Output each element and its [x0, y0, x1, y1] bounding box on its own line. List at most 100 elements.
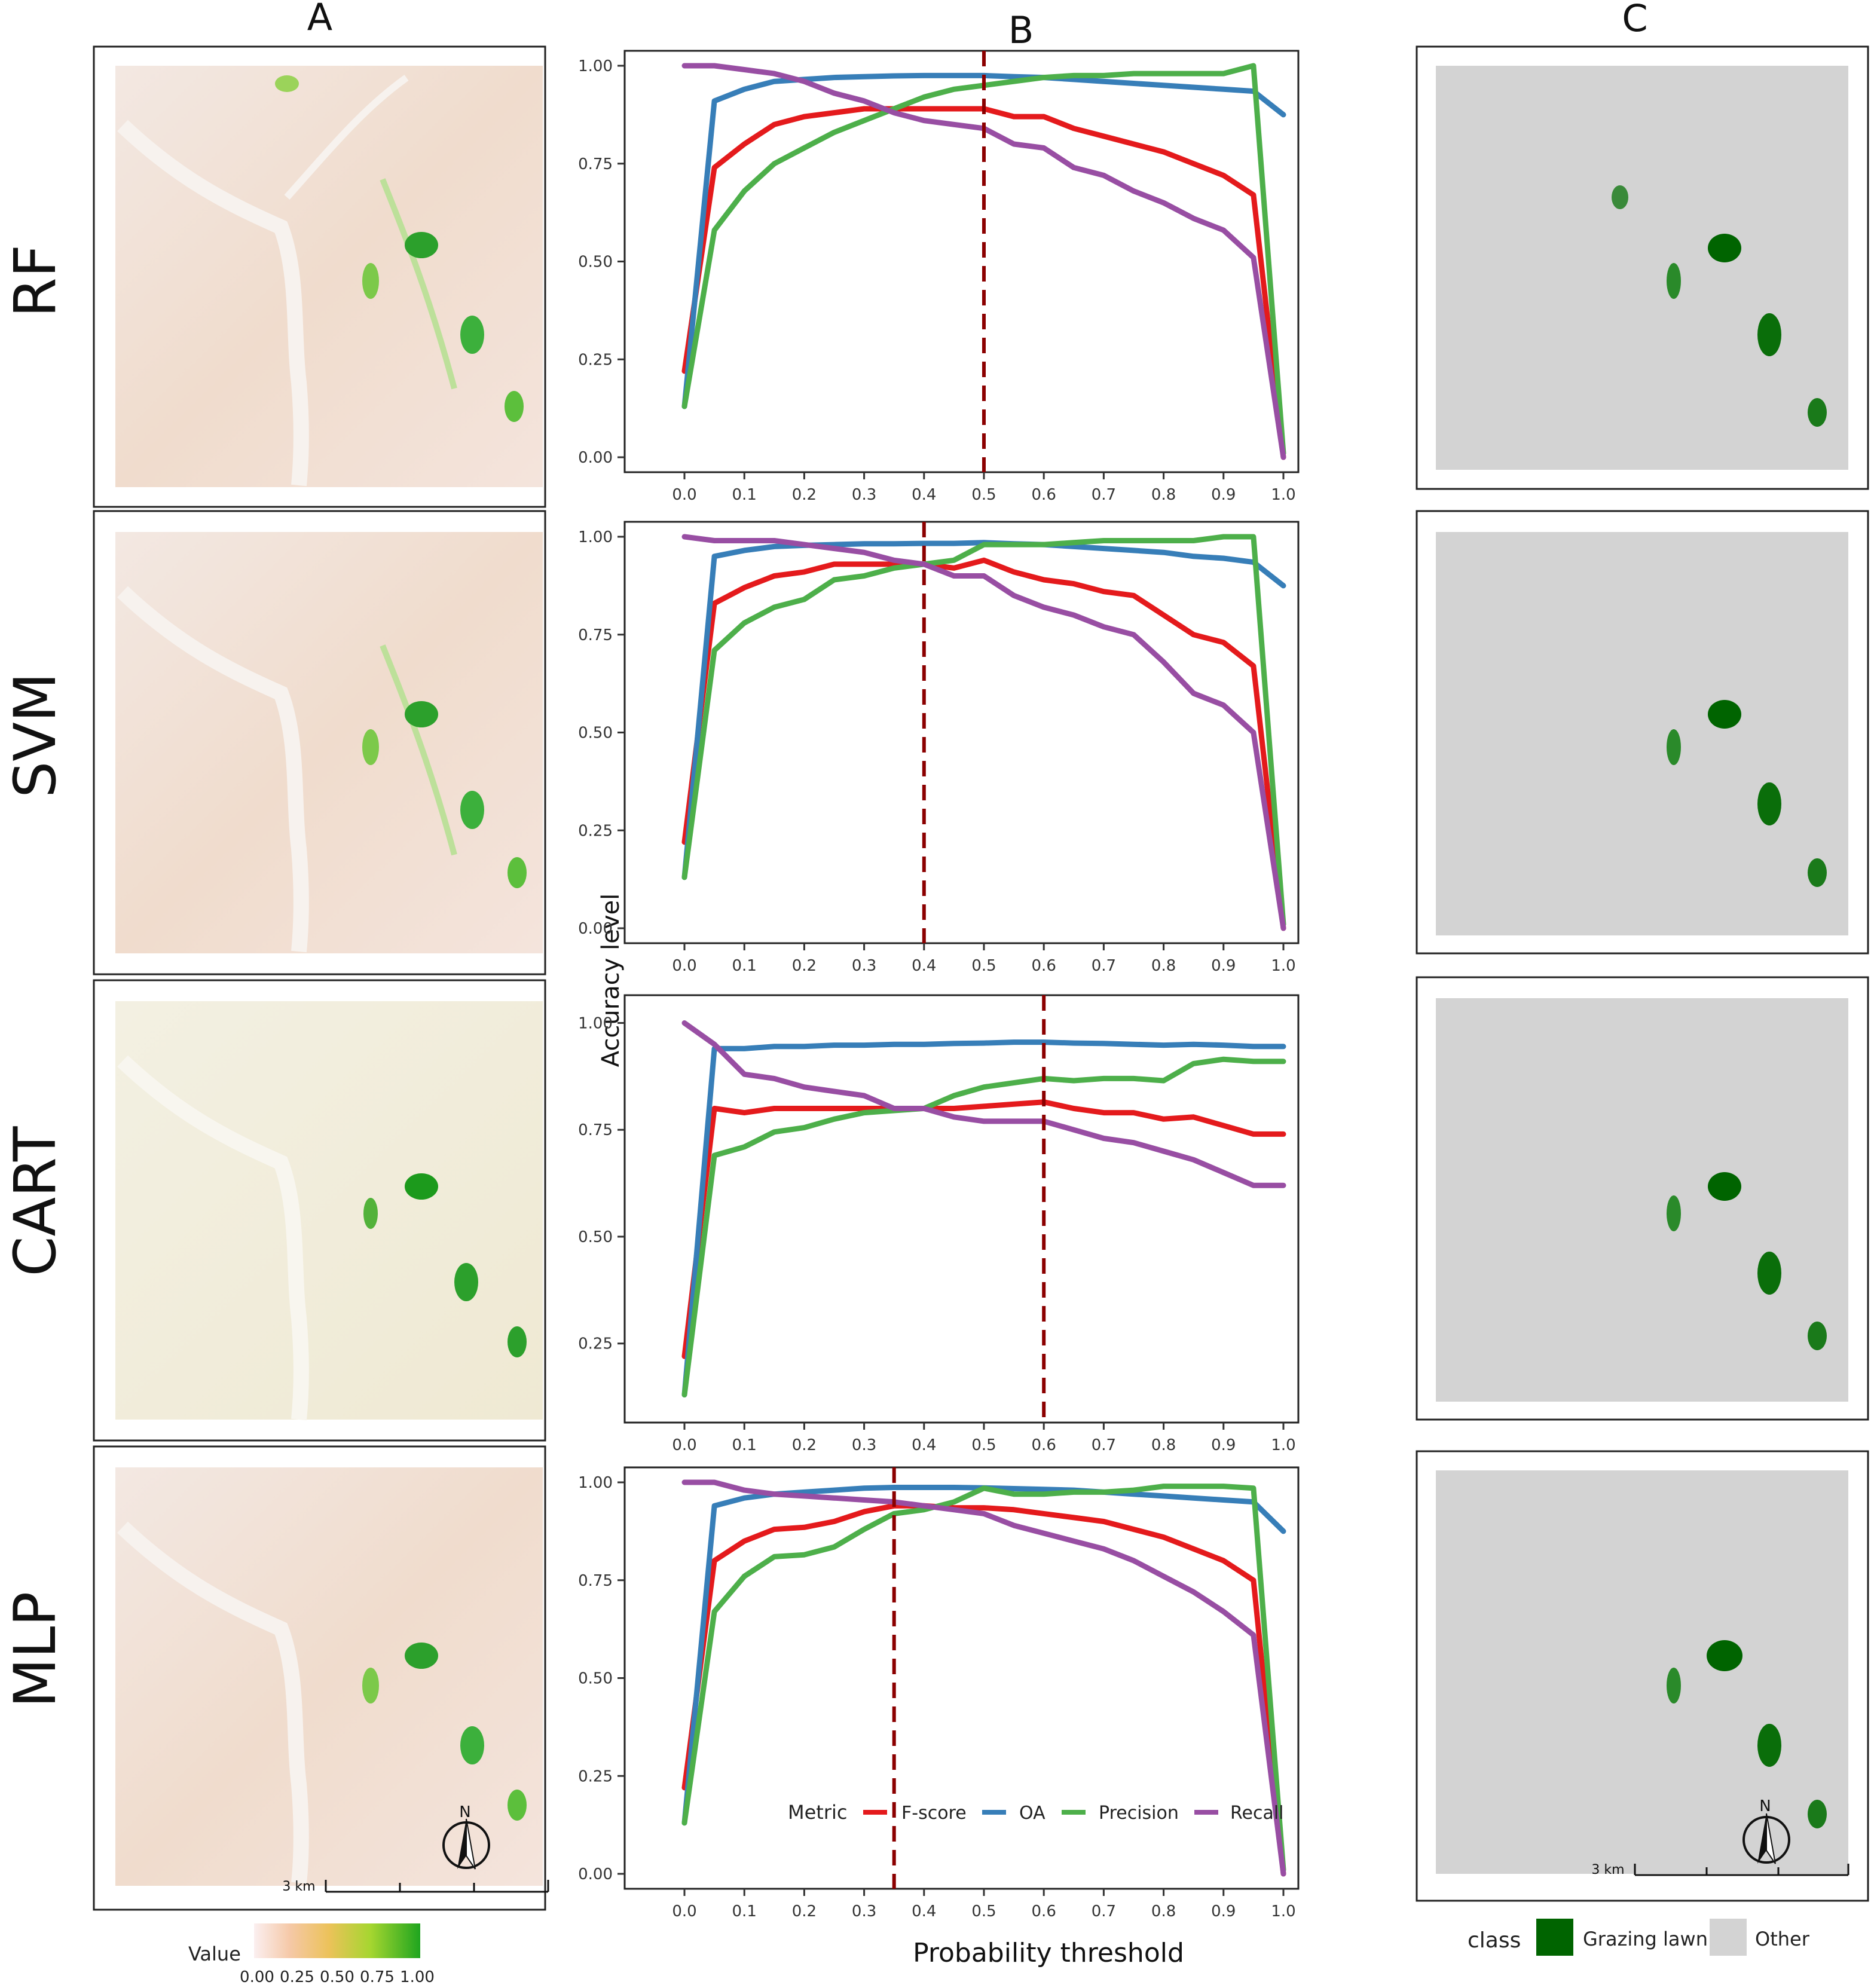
legend-label-recall: Recall — [1230, 1803, 1284, 1824]
x-tick-label: 0.0 — [672, 486, 696, 504]
value-tick: 0.00 — [240, 1968, 274, 1986]
value-tick: 1.00 — [400, 1968, 435, 1986]
x-tick-label: 0.2 — [792, 1903, 817, 1920]
series-line-recall — [681, 1020, 1286, 1188]
y-tick-label: 1.00 — [578, 57, 613, 75]
x-tick-label: 0.8 — [1151, 957, 1176, 975]
value-legend-title: Value — [188, 1943, 241, 1965]
class-legend: class Grazing lawn Other — [1468, 1919, 1810, 1956]
x-tick-label: 0.1 — [732, 957, 757, 975]
series-line-fscore — [681, 1099, 1286, 1359]
x-tick-label: 0.8 — [1151, 1436, 1176, 1454]
x-tick-label: 0.9 — [1211, 1903, 1236, 1920]
scale-bar — [1634, 1864, 1849, 1876]
x-tick-label: 0.0 — [672, 1903, 696, 1920]
legend-label-oa: OA — [1019, 1803, 1045, 1824]
x-tick-label: 0.7 — [1092, 1436, 1116, 1454]
row-label-cart: CART — [2, 1126, 69, 1276]
x-tick-label: 0.5 — [971, 957, 996, 975]
series-line-fscore — [681, 1503, 1286, 1877]
x-tick-label: 0.6 — [1032, 957, 1056, 975]
x-tick-label: 0.2 — [792, 957, 817, 975]
class-swatch-other — [1710, 1919, 1747, 1956]
scale-bar-label: 3 km — [282, 1879, 315, 1894]
series-line-recall — [681, 534, 1286, 931]
x-tick-label: 1.0 — [1271, 486, 1295, 504]
metric-legend: Metric F-score OA Precision Recall — [788, 1801, 1284, 1824]
x-tick-label: 0.3 — [852, 486, 876, 504]
x-tick-label: 0.8 — [1151, 1903, 1176, 1920]
x-axis-title: Probability threshold — [913, 1938, 1184, 1968]
probability-map-rf — [93, 45, 546, 508]
accuracy-chart-mlp: 0.00 0.25 0.50 0.75 1.00 0.0 0.1 0.2 0.3 0.4 0.5 0.… — [578, 1466, 1300, 1920]
class-label-grazing: Grazing lawn — [1583, 1928, 1708, 1950]
north-label: N — [459, 1803, 470, 1821]
value-tick: 0.75 — [360, 1968, 395, 1986]
y-tick-label: 0.50 — [578, 1670, 613, 1688]
y-tick-label: 1.00 — [578, 1474, 613, 1492]
probability-map-svm — [93, 510, 546, 975]
north-arrow-icon — [442, 1818, 490, 1870]
y-tick-label: 0.25 — [578, 1767, 613, 1785]
probability-map-mlp: N 3 km — [93, 1445, 549, 1911]
classification-map-cart — [1416, 976, 1869, 1421]
x-tick-label: 0.0 — [672, 957, 696, 975]
class-label-other: Other — [1755, 1928, 1810, 1950]
y-tick-label: 0.50 — [578, 1228, 613, 1246]
x-tick-label: 0.4 — [912, 486, 936, 504]
y-tick-label: 0.75 — [578, 1572, 613, 1590]
x-tick-label: 0.1 — [732, 486, 757, 504]
series-line-precision — [681, 1484, 1286, 1873]
column-header-b: B — [1008, 8, 1034, 52]
x-tick-label: 0.7 — [1092, 957, 1116, 975]
accuracy-chart-rf: 0.00 0.25 0.50 0.75 1.00 0.0 0.1 0.2 0.3 0.4 0.5 0.… — [578, 50, 1300, 504]
y-tick-label: 0.50 — [578, 724, 613, 742]
north-label: N — [1759, 1797, 1771, 1815]
plot-frame — [623, 50, 1300, 473]
accuracy-chart-cart: 0.25 0.50 0.75 1.00 0.0 0.1 0.2 0.3 0.4 0.5 0.6 0.7… — [578, 994, 1300, 1454]
x-tick-label: 0.3 — [852, 1436, 876, 1454]
value-colorbar — [254, 1923, 420, 1958]
y-tick-label: 0.50 — [578, 253, 613, 271]
y-tick-label: 0.75 — [578, 155, 613, 173]
legend-label-fscore: F-score — [901, 1803, 967, 1824]
x-tick-label: 0.5 — [971, 1436, 996, 1454]
y-tick-label: 0.25 — [578, 822, 613, 840]
x-tick-label: 0.1 — [732, 1436, 757, 1454]
x-tick-label: 0.2 — [792, 1436, 817, 1454]
legend-label-precision: Precision — [1099, 1803, 1179, 1824]
y-tick-label: 0.75 — [578, 626, 613, 644]
accuracy-chart-svm: 0.00 0.25 0.50 0.75 1.00 0.0 0.1 0.2 0.3 0.4 0.5 0.… — [578, 521, 1300, 975]
classification-map-svm — [1416, 510, 1869, 955]
series-line-precision — [681, 534, 1286, 927]
probability-map-cart — [93, 979, 546, 1442]
x-tick-label: 0.0 — [672, 1436, 696, 1454]
x-tick-label: 0.1 — [732, 1903, 757, 1920]
x-tick-label: 0.5 — [971, 1903, 996, 1920]
plot-frame — [623, 521, 1300, 944]
column-header-a: A — [307, 0, 332, 39]
series-line-precision — [681, 1056, 1286, 1397]
x-tick-label: 1.0 — [1271, 1436, 1295, 1454]
y-tick-label: 0.00 — [578, 449, 613, 467]
x-tick-label: 0.9 — [1211, 1436, 1236, 1454]
class-swatch-grazing — [1536, 1919, 1573, 1956]
x-tick-label: 0.7 — [1092, 1903, 1116, 1920]
x-tick-label: 0.7 — [1092, 486, 1116, 504]
value-tick: 0.25 — [280, 1968, 314, 1986]
x-tick-label: 0.4 — [912, 1436, 936, 1454]
series-line-recall — [681, 1479, 1286, 1877]
plot-frame — [623, 1466, 1300, 1890]
series-line-oa — [681, 1039, 1286, 1397]
y-tick-label: 1.00 — [578, 1014, 613, 1032]
x-tick-label: 0.3 — [852, 1903, 876, 1920]
classification-map-mlp: N 3 km — [1416, 1450, 1869, 1902]
classification-map-rf — [1416, 45, 1869, 490]
x-tick-label: 0.9 — [1211, 957, 1236, 975]
x-tick-label: 0.2 — [792, 486, 817, 504]
x-tick-label: 0.8 — [1151, 486, 1176, 504]
x-tick-label: 0.4 — [912, 1903, 936, 1920]
x-tick-label: 0.6 — [1032, 1436, 1056, 1454]
legend-title: Metric — [788, 1801, 847, 1824]
y-tick-label: 0.25 — [578, 1335, 613, 1353]
